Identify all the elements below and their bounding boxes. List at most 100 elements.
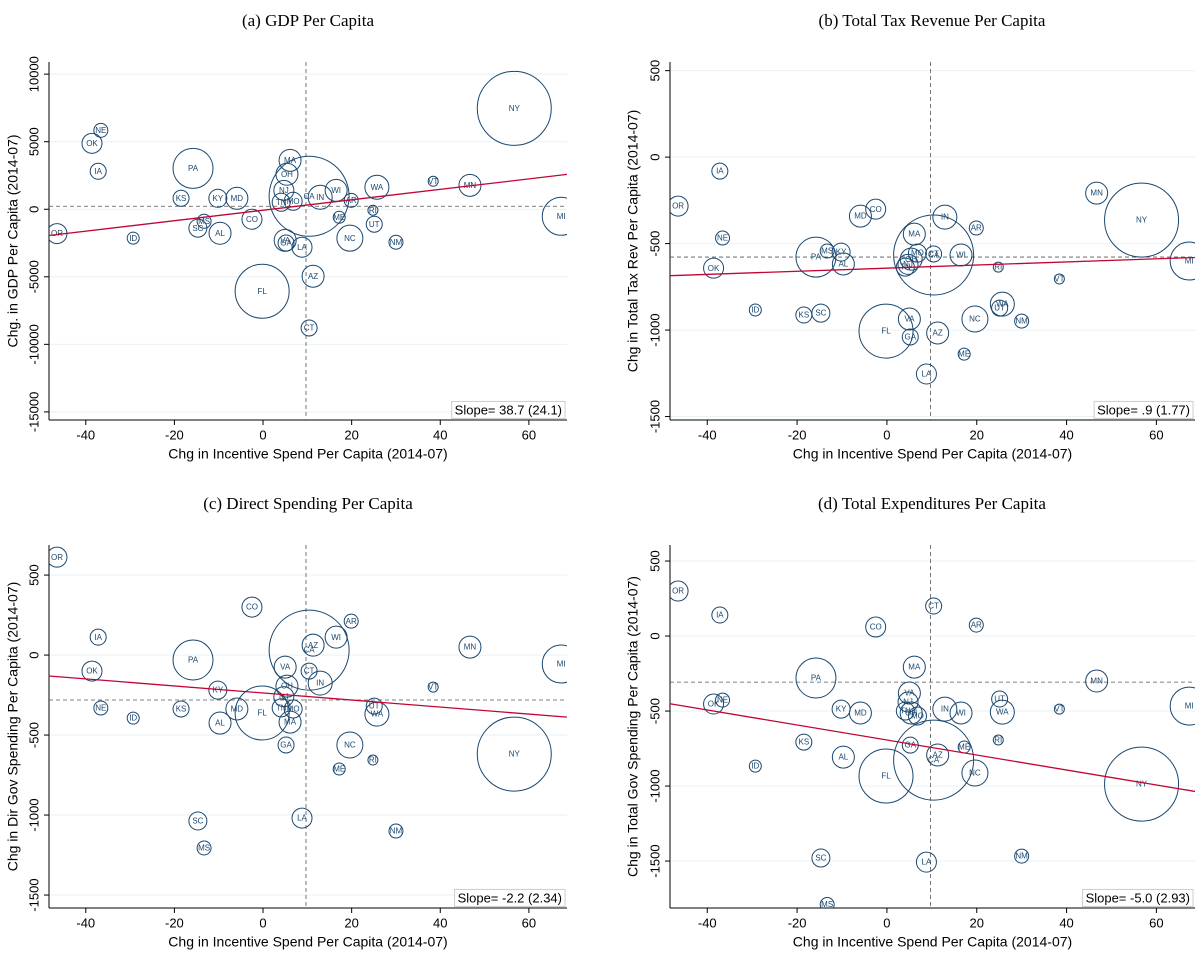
point-label: KY — [836, 705, 847, 714]
bubble — [196, 213, 212, 229]
point-label: ID — [751, 306, 759, 315]
bubble — [961, 305, 989, 333]
x-tick-label: -20 — [788, 427, 807, 442]
point-label: CA — [928, 756, 940, 765]
bubble — [241, 208, 263, 230]
point-label: NJ — [279, 186, 289, 195]
fit-line — [49, 173, 567, 237]
y-axis-label: Chg. in GDP Per Capita (2014-07) — [5, 135, 21, 348]
point-label: UT — [369, 702, 380, 711]
point-label: MO — [287, 705, 300, 714]
bubble — [831, 242, 851, 262]
bubble — [208, 711, 232, 735]
bubble — [932, 696, 958, 722]
bubble — [968, 220, 984, 236]
y-axis-label: Chg in Total Gov Spending Per Capita (20… — [625, 576, 641, 877]
panel-title: (b) Total Tax Revenue Per Capita — [819, 11, 1046, 30]
point-label: AL — [215, 719, 225, 728]
bubble — [915, 851, 937, 873]
bubble — [711, 162, 729, 180]
point-label: OK — [86, 667, 98, 676]
bubble — [283, 699, 303, 719]
point-label: ME — [958, 743, 970, 752]
bubble — [991, 690, 1009, 708]
bubble — [172, 639, 214, 681]
point-label: GA — [904, 741, 916, 750]
point-label: PA — [188, 656, 199, 665]
point-label: VA — [280, 236, 291, 245]
point-label: WI — [331, 633, 341, 642]
point-label: KS — [176, 705, 187, 714]
x-tick-label: -40 — [698, 427, 717, 442]
bubble — [915, 363, 937, 385]
bubble — [819, 243, 835, 259]
bubble — [307, 670, 333, 696]
panel-title: (d) Total Expenditures Per Capita — [818, 494, 1046, 513]
point-label: SC — [815, 309, 826, 318]
point-label: VA — [280, 663, 291, 672]
point-label: TN — [276, 198, 287, 207]
x-axis-label: Chg in Incentive Spend Per Capita (2014-… — [168, 934, 447, 950]
point-label: WI — [956, 709, 966, 718]
bubble — [949, 701, 973, 725]
point-label: AR — [971, 621, 982, 630]
point-label: AL — [215, 229, 225, 238]
bubble — [89, 162, 107, 180]
point-label: ID — [751, 762, 759, 771]
point-label: WA — [996, 708, 1009, 717]
x-axis-label: Chg in Incentive Spend Per Capita (2014-… — [168, 446, 447, 462]
point-label: WA — [996, 300, 1009, 309]
point-label: KY — [212, 194, 223, 203]
x-tick-label: -40 — [76, 427, 95, 442]
y-tick-label: -500 — [647, 698, 662, 724]
bubble — [711, 606, 729, 624]
point-label: NY — [509, 750, 521, 759]
point-label: ME — [333, 213, 345, 222]
point-label: CO — [246, 603, 258, 612]
point-label: MI — [1185, 257, 1194, 266]
point-label: MS — [821, 900, 833, 909]
point-label: CO — [870, 623, 882, 632]
point-label: TN — [900, 707, 911, 716]
bubble — [897, 691, 919, 713]
point-label: IN — [316, 679, 324, 688]
point-label: CT — [304, 667, 315, 676]
y-axis-label: Chg in Dir Gov Spending Per Capita (2014… — [5, 582, 21, 872]
point-label: SC — [815, 854, 826, 863]
bubble — [367, 754, 379, 766]
bubble — [926, 321, 950, 345]
point-label: MS — [821, 247, 833, 256]
bubble — [992, 734, 1004, 746]
bubble — [795, 733, 813, 751]
bubble — [188, 218, 208, 238]
bubble — [336, 731, 364, 759]
point-label: AZ — [308, 641, 318, 650]
x-tick-label: 20 — [344, 915, 358, 930]
bubble — [365, 697, 383, 715]
point-label: OR — [51, 553, 63, 562]
y-tick-label: 500 — [26, 564, 41, 586]
bubble — [899, 701, 923, 725]
point-label: SC — [192, 224, 203, 233]
y-tick-label: -1000 — [647, 769, 662, 802]
bubble — [172, 700, 190, 718]
point-label: MO — [911, 249, 924, 258]
point-label: NY — [509, 104, 521, 113]
bubble — [897, 681, 921, 705]
x-axis-label: Chg in Incentive Spend Per Capita (2014-… — [793, 934, 1072, 950]
bubble — [271, 698, 291, 718]
point-label: RI — [369, 206, 377, 215]
point-label: MI — [557, 212, 566, 221]
point-label: VA — [904, 689, 915, 698]
bubble — [476, 70, 552, 146]
x-tick-label: 60 — [1149, 915, 1163, 930]
point-label: FL — [257, 287, 267, 296]
bubble — [268, 155, 350, 237]
point-label: CA — [304, 192, 316, 201]
bubble — [301, 633, 325, 657]
bubble — [476, 716, 552, 792]
point-label: UT — [994, 304, 1005, 313]
bubble — [273, 686, 295, 708]
bubble — [926, 743, 950, 767]
point-label: CT — [304, 324, 315, 333]
